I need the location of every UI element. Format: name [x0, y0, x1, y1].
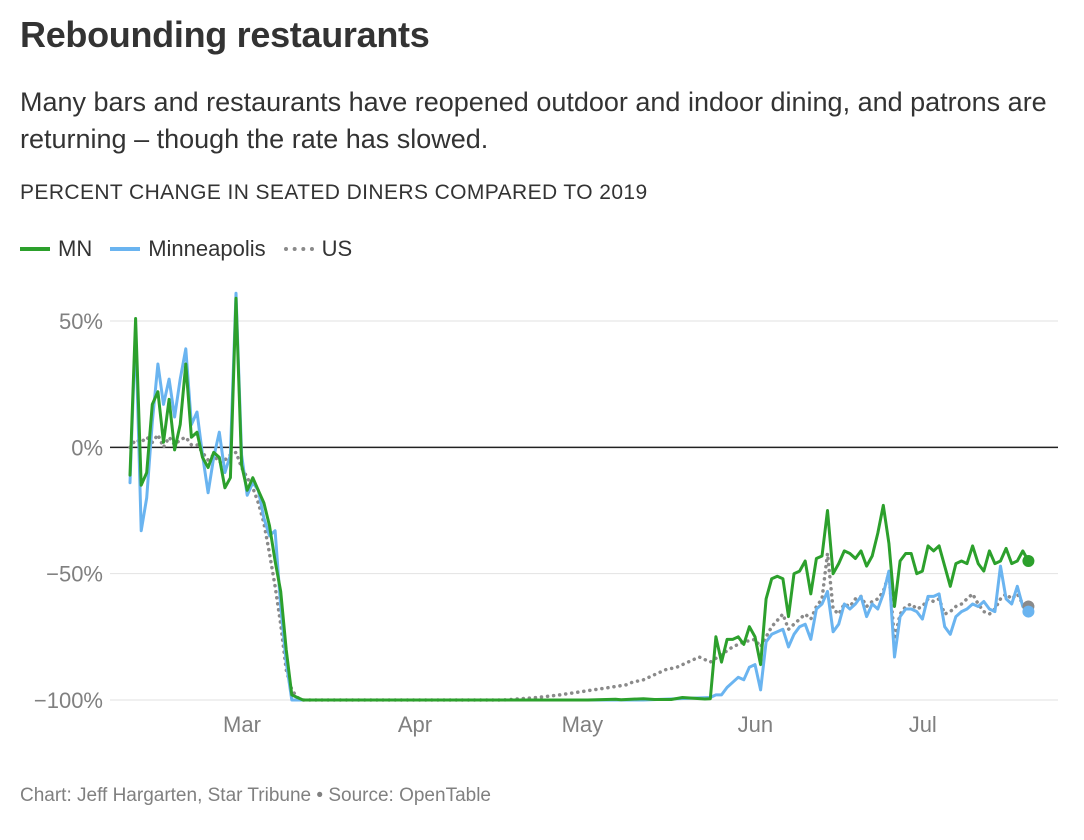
y-tick-label: 0%: [71, 435, 103, 460]
chart-title: Rebounding restaurants: [20, 14, 430, 55]
legend-item-mn: MN: [20, 236, 92, 262]
y-tick-label: −100%: [34, 688, 103, 713]
legend-swatch-minneapolis: [110, 247, 141, 251]
x-tick-label: May: [562, 712, 604, 737]
x-tick-label: Jun: [738, 712, 773, 737]
legend-item-us: US: [283, 236, 353, 262]
y-tick-label: −50%: [46, 562, 103, 587]
x-tick-label: Jul: [909, 712, 937, 737]
legend-swatch-us: [283, 247, 314, 251]
series-end-point-mn: [1022, 555, 1035, 568]
y-tick-label: 50%: [59, 309, 103, 334]
legend-label-us: US: [321, 236, 353, 261]
y-axis-label: PERCENT CHANGE IN SEATED DINERS COMPARED…: [20, 181, 648, 204]
legend-label-minneapolis: Minneapolis: [148, 236, 266, 261]
x-tick-label: Mar: [223, 712, 261, 737]
series-line-us: [128, 432, 1031, 702]
chart-source: Chart: Jeff Hargarten, Star Tribune • So…: [20, 785, 491, 806]
legend: MN Minneapolis US: [20, 236, 370, 262]
legend-label-mn: MN: [58, 236, 93, 261]
series-line-mn: [128, 296, 1030, 702]
legend-swatch-mn: [20, 247, 50, 251]
series-line-minneapolis: [128, 291, 1030, 702]
x-tick-label: Apr: [398, 712, 432, 737]
legend-item-minneapolis: Minneapolis: [110, 236, 266, 262]
chart-subtitle: Many bars and restaurants have reopened …: [20, 87, 1047, 154]
series-end-point-minneapolis: [1022, 605, 1035, 618]
